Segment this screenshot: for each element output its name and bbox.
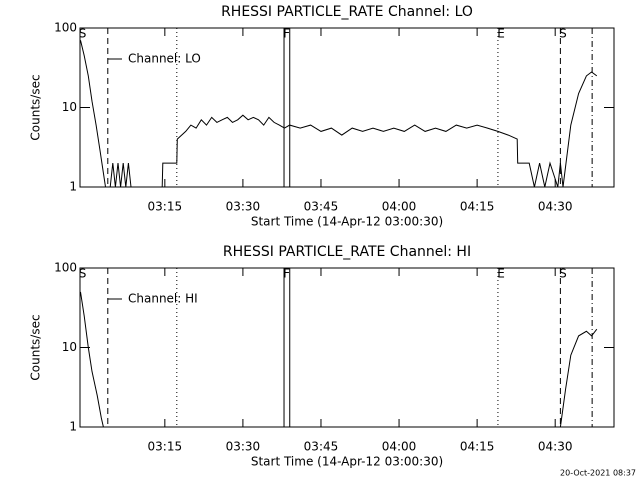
y-tick-label: 100	[54, 21, 77, 35]
x-tick-label: 03:15	[148, 200, 183, 214]
event-flag: F	[283, 267, 290, 281]
x-tick-label: 04:15	[460, 440, 495, 454]
event-flag: E	[497, 27, 505, 41]
timestamp: 20-Oct-2021 08:37	[560, 469, 636, 478]
y-tick-label: 1	[69, 420, 77, 434]
x-axis-label: Start Time (14-Apr-12 03:00:30)	[251, 215, 443, 229]
x-tick-label: 03:45	[304, 200, 339, 214]
y-axis-label: Counts/sec	[29, 314, 43, 380]
x-tick-label: 03:30	[226, 200, 261, 214]
event-flag: F	[283, 27, 290, 41]
event-flag: S	[79, 267, 87, 281]
y-tick-label: 10	[62, 100, 77, 114]
y-tick-label: 1	[69, 180, 77, 194]
event-flag: S	[79, 27, 87, 41]
x-tick-label: 03:45	[304, 440, 339, 454]
legend-label: Channel: LO	[128, 52, 201, 66]
y-axis-label: Counts/sec	[29, 74, 43, 140]
event-flag: E	[497, 267, 505, 281]
y-tick-label: 10	[62, 340, 77, 354]
event-flag: S	[559, 267, 567, 281]
data-line	[80, 291, 598, 428]
x-tick-label: 04:15	[460, 200, 495, 214]
x-tick-label: 04:00	[382, 440, 417, 454]
x-tick-label: 03:15	[148, 440, 183, 454]
event-flag: S	[559, 27, 567, 41]
x-tick-label: 04:30	[538, 440, 573, 454]
chart-title: RHESSI PARTICLE_RATE Channel: LO	[221, 4, 473, 20]
x-tick-label: 03:30	[226, 440, 261, 454]
x-axis-label: Start Time (14-Apr-12 03:00:30)	[251, 455, 443, 469]
x-tick-label: 04:30	[538, 200, 573, 214]
data-line	[80, 40, 598, 188]
y-tick-label: 100	[54, 261, 77, 275]
chart-title: RHESSI PARTICLE_RATE Channel: HI	[223, 244, 471, 260]
legend-label: Channel: HI	[128, 292, 198, 306]
x-tick-label: 04:00	[382, 200, 417, 214]
